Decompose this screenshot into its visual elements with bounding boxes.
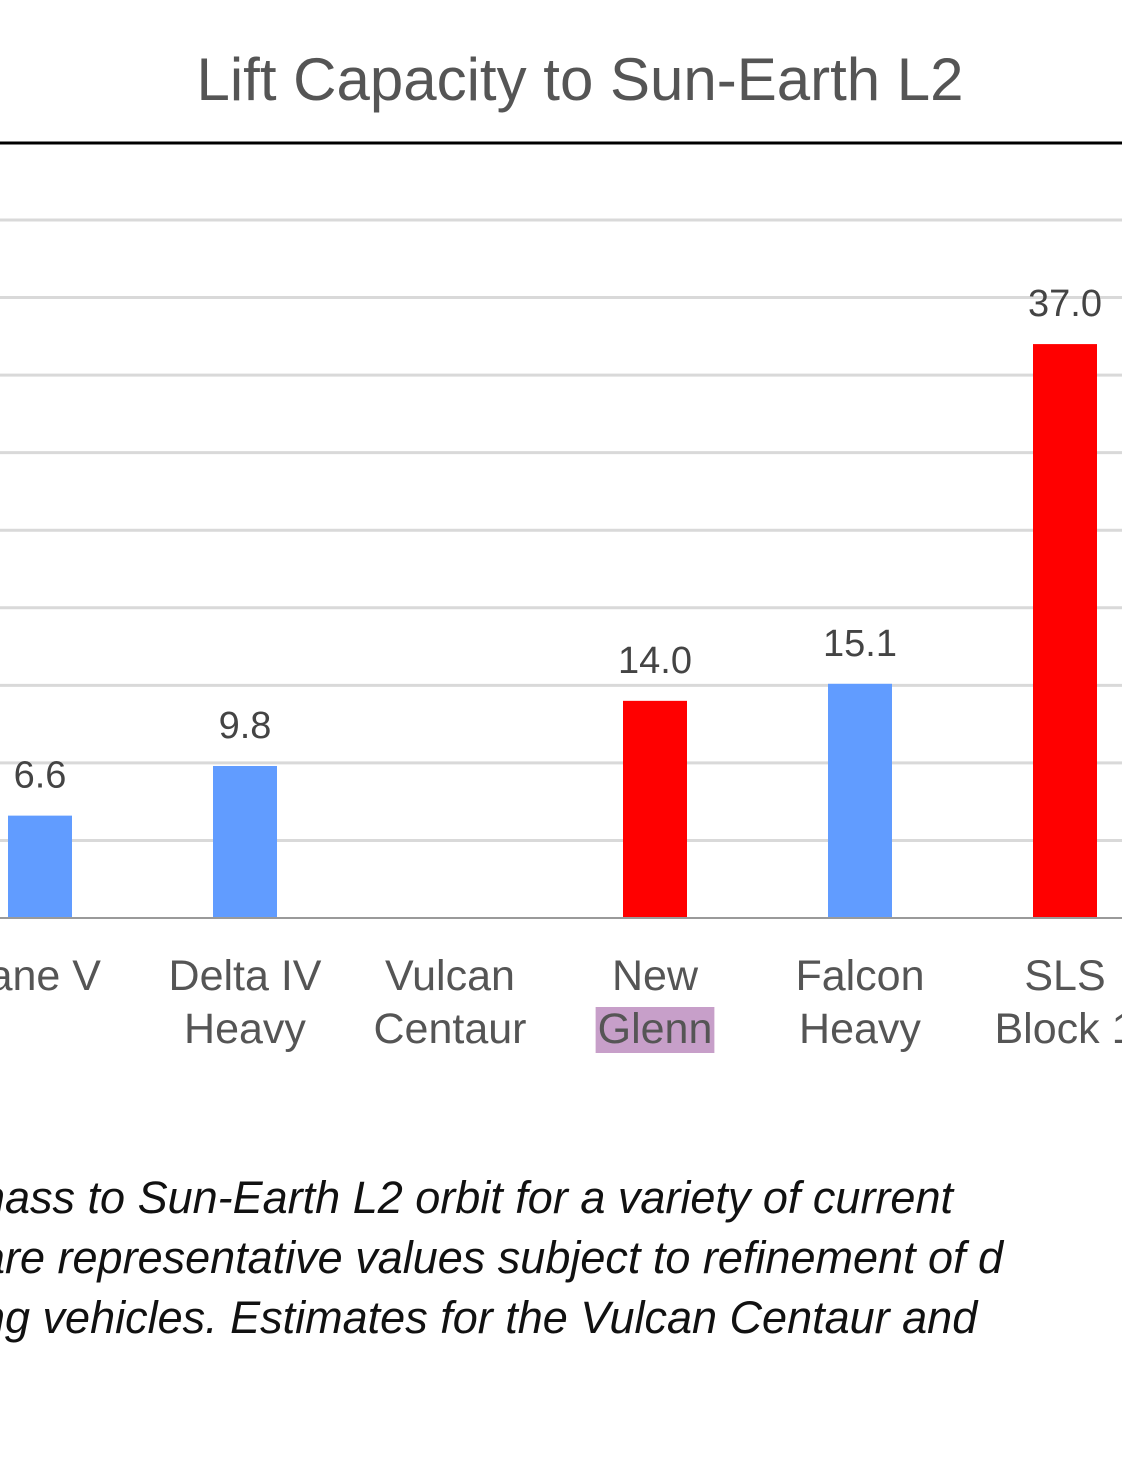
bar-value-label: 37.0 xyxy=(1028,283,1102,325)
category-label: Centaur xyxy=(374,1005,527,1053)
chart-title: Lift Capacity to Sun-Earth L2 xyxy=(196,46,963,113)
value-labels: 6.6 9.8 14.0 15.1 37.0 xyxy=(14,283,1102,797)
caption-line-3: ng vehicles. Estimates for the Vulcan Ce… xyxy=(0,1292,978,1343)
category-label: New xyxy=(612,952,699,1000)
bar xyxy=(828,683,892,918)
bar-value-label: 9.8 xyxy=(219,705,272,747)
bar xyxy=(623,700,687,918)
bars xyxy=(8,344,1097,919)
category-label: SLS xyxy=(1024,952,1105,1000)
figure-caption: nass to Sun-Earth L2 orbit for a variety… xyxy=(0,1168,1122,1348)
category-label: Block 1 xyxy=(994,1005,1122,1053)
bar-value-label: 15.1 xyxy=(823,623,897,665)
bar xyxy=(213,765,277,918)
bar xyxy=(1033,344,1097,919)
bar-value-label: 14.0 xyxy=(618,640,692,682)
caption-line-1: nass to Sun-Earth L2 orbit for a variety… xyxy=(0,1172,953,1223)
category-label: Vulcan xyxy=(385,952,515,1000)
category-label: Delta IV xyxy=(169,952,322,1000)
category-label: Heavy xyxy=(799,1005,921,1053)
category-label: Heavy xyxy=(184,1005,306,1053)
grid-lines xyxy=(0,218,1122,842)
category-label: Glenn xyxy=(598,1005,713,1053)
category-label: Falcon xyxy=(795,952,924,1000)
bar xyxy=(8,815,72,918)
bar-chart: Lift Capacity to Sun-Earth L2 6.6 9.8 14.0… xyxy=(0,46,1122,1053)
category-labels: iane V Delta IV Heavy Vulcan Centaur New Glenn… xyxy=(0,952,1122,1053)
caption-line-2: are representative values subject to ref… xyxy=(0,1232,1004,1283)
category-label: iane V xyxy=(0,952,101,1000)
label-highlight xyxy=(595,1007,715,1053)
bar-value-label: 6.6 xyxy=(14,755,67,797)
